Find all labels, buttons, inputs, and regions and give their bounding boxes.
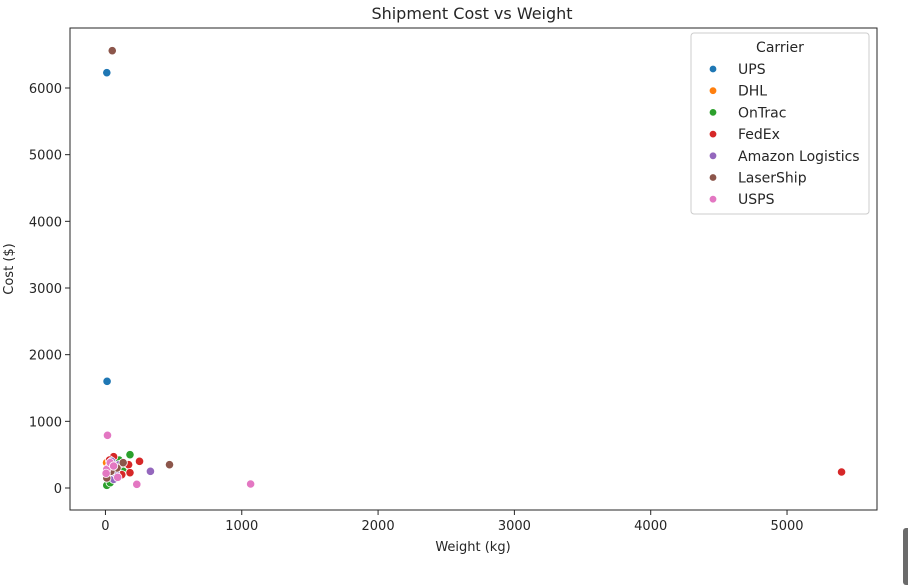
scrollbar-thumb[interactable] xyxy=(903,528,908,585)
x-tick-label: 3000 xyxy=(498,519,531,534)
legend-marker xyxy=(708,151,718,160)
legend-label: FedEx xyxy=(738,127,780,143)
y-tick-label: 0 xyxy=(54,482,62,497)
data-point xyxy=(125,468,135,478)
data-point xyxy=(145,466,156,476)
data-point xyxy=(125,450,135,460)
y-tick-label: 1000 xyxy=(29,415,62,430)
x-axis-label: Weight (kg) xyxy=(435,540,510,555)
legend-box xyxy=(690,32,870,215)
legend-label: DHL xyxy=(738,84,767,100)
legend-title: Carrier xyxy=(756,40,804,56)
legend-label: UPS xyxy=(738,62,766,78)
chart-title: Shipment Cost vs Weight xyxy=(371,4,572,23)
legend-marker xyxy=(708,108,718,117)
data-point xyxy=(246,479,256,489)
data-point xyxy=(102,430,113,440)
y-axis: 0 1000 2000 3000 4000 5000 6000 xyxy=(29,82,70,497)
y-tick-label: 6000 xyxy=(29,82,62,97)
y-tick-label: 3000 xyxy=(29,282,62,297)
x-tick-label: 5000 xyxy=(770,519,803,534)
data-point xyxy=(102,68,112,78)
legend-label: LaserShip xyxy=(738,171,807,187)
data-point xyxy=(134,456,145,466)
x-tick-label: 0 xyxy=(101,519,109,534)
legend-label: USPS xyxy=(738,192,775,208)
x-tick-label: 1000 xyxy=(225,519,258,534)
data-point xyxy=(836,467,847,477)
legend-marker xyxy=(708,86,718,95)
data-point xyxy=(113,472,123,482)
x-tick-label: 4000 xyxy=(634,519,667,534)
data-point xyxy=(107,46,117,56)
data-point xyxy=(109,461,119,471)
y-tick-label: 4000 xyxy=(29,215,62,230)
data-point xyxy=(118,458,128,468)
legend-marker xyxy=(708,194,718,204)
y-tick-label: 2000 xyxy=(29,349,62,364)
legend-label: OnTrac xyxy=(738,105,786,121)
x-axis: 0 1000 2000 3000 4000 5000 xyxy=(101,510,804,534)
data-point xyxy=(101,468,111,478)
y-tick-label: 5000 xyxy=(29,149,62,164)
data-point xyxy=(164,460,175,470)
legend: Carrier UPS DHL OnTrac FedEx Amazon Logistic… xyxy=(690,32,870,215)
legend-marker xyxy=(708,173,718,182)
plot-area xyxy=(69,27,878,511)
legend-marker xyxy=(708,64,718,74)
legend-label: Amazon Logistics xyxy=(738,149,860,165)
data-point xyxy=(132,479,142,489)
y-axis-label: Cost ($) xyxy=(2,243,17,294)
data-point xyxy=(102,376,112,386)
x-tick-label: 2000 xyxy=(362,519,395,534)
data-points xyxy=(101,46,847,490)
legend-marker xyxy=(708,129,718,139)
